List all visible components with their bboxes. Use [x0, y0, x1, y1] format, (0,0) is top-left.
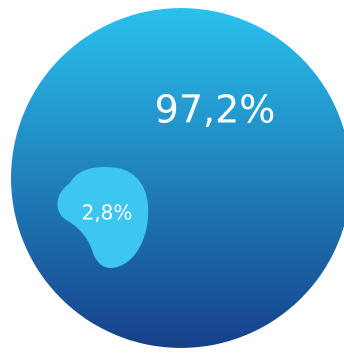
slice-label-major: 97,2%: [155, 88, 276, 132]
slice-label-minor: 2,8%: [82, 201, 133, 225]
pie-slice-minor: [57, 166, 149, 269]
pie-slice-major: [11, 8, 344, 348]
